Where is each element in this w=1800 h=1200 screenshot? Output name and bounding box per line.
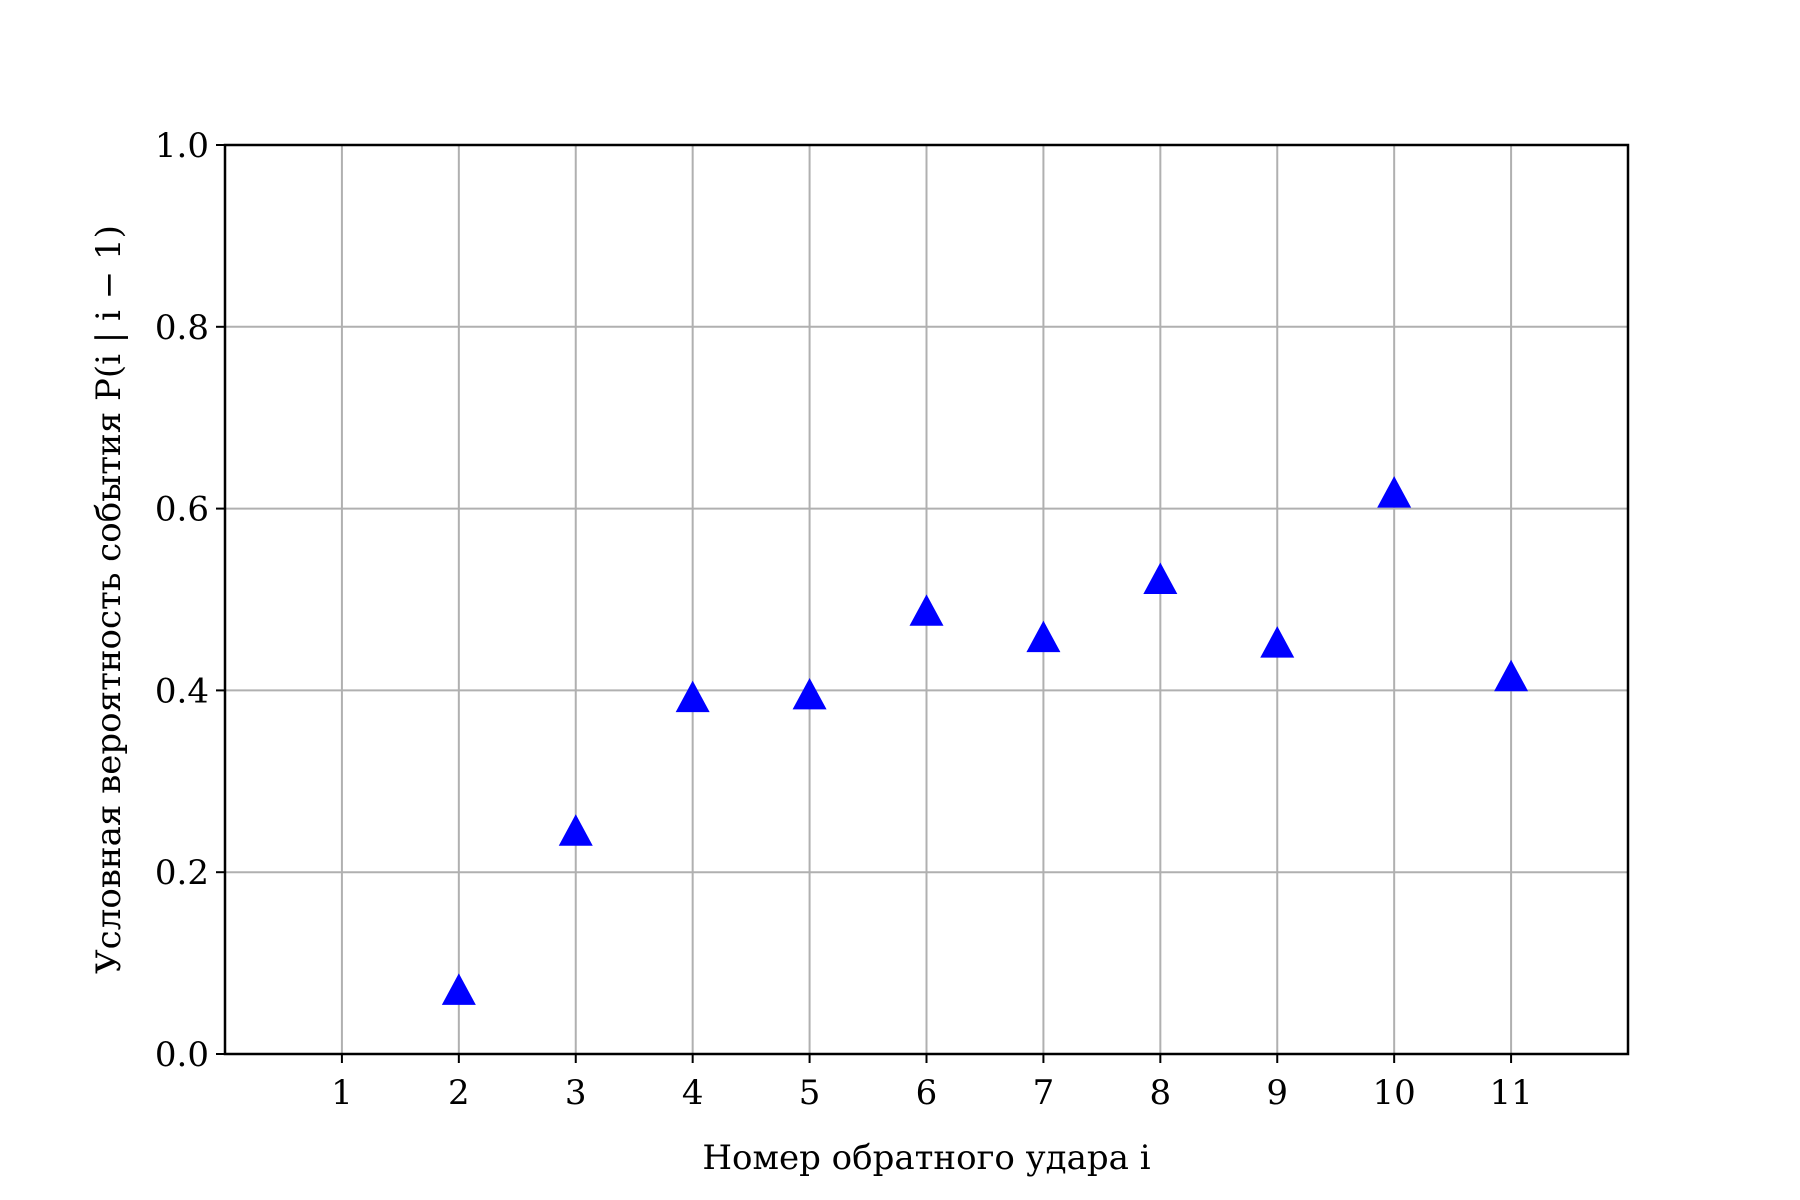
x-tick-label: 10 <box>1373 1073 1416 1113</box>
x-tick-label: 7 <box>1033 1073 1055 1113</box>
data-point <box>1026 620 1061 653</box>
data-points <box>441 476 1529 1005</box>
y-tick-label: 0.8 <box>155 308 209 348</box>
data-point <box>441 973 476 1005</box>
y-tick-label: 0.4 <box>155 671 209 711</box>
x-tick-label: 8 <box>1150 1073 1172 1113</box>
x-axis-label: Номер обратного удара i <box>702 1138 1150 1178</box>
x-tick-label: 6 <box>916 1073 938 1113</box>
y-axis-label: Условная вероятность события P(i | i − 1… <box>89 225 129 974</box>
ticks: 1 2 3 4 5 6 7 8 9 10 11 0.0 0.2 0.4 0.6 0.8 1.0 <box>155 126 1533 1113</box>
x-tick-label: 9 <box>1266 1073 1288 1113</box>
y-tick-label: 0.0 <box>155 1035 209 1075</box>
x-tick-label: 5 <box>799 1073 821 1113</box>
y-tick-label: 0.2 <box>155 853 209 893</box>
data-point <box>909 594 944 626</box>
data-point <box>558 814 593 846</box>
data-point <box>1143 562 1178 594</box>
y-tick-label: 0.6 <box>155 490 209 530</box>
data-point <box>1377 476 1412 508</box>
data-point <box>1494 659 1529 692</box>
data-point <box>792 677 827 710</box>
x-tick-label: 2 <box>448 1073 470 1113</box>
data-point <box>1260 626 1295 658</box>
x-tick-label: 3 <box>565 1073 587 1113</box>
x-tick-label: 4 <box>682 1073 704 1113</box>
y-tick-label: 1.0 <box>155 126 209 166</box>
x-tick-label: 11 <box>1489 1073 1532 1113</box>
x-tick-label: 1 <box>331 1073 353 1113</box>
data-point <box>675 680 710 713</box>
